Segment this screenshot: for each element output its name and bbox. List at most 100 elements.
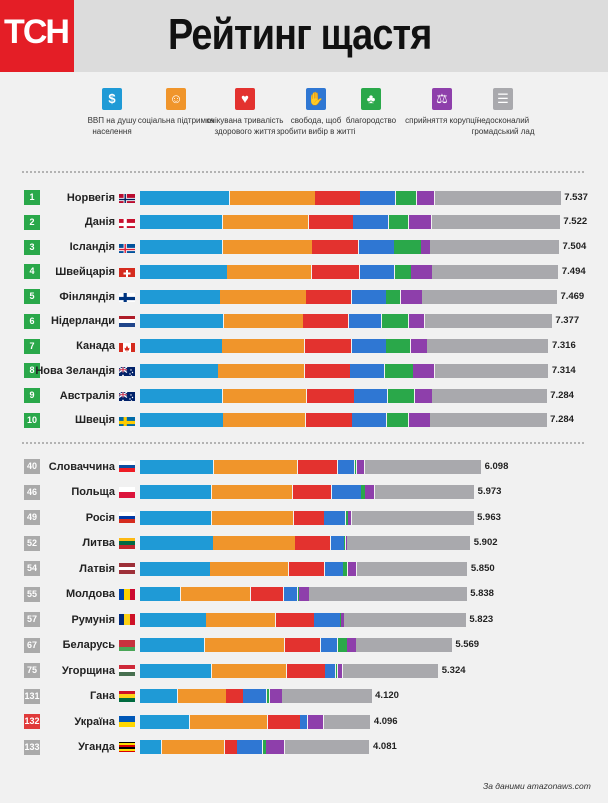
bar-segment-health-moldova	[250, 587, 284, 601]
score-label-iceland: 7.504	[562, 241, 587, 252]
flag-ukraine-icon	[119, 716, 135, 727]
score-label-poland: 5.973	[477, 486, 502, 497]
bar-segment-corruption-denmark	[408, 215, 432, 230]
bar-segment-gdp-finland	[140, 289, 220, 304]
bar-segment-generosity-australia	[388, 388, 415, 403]
score-label-canada: 7.316	[551, 340, 576, 351]
bar-segment-dystopia-slovakia	[364, 459, 481, 474]
bar-segment-generosity-finland	[386, 289, 400, 304]
bar-segment-gdp-poland	[140, 485, 212, 499]
country-name-romania: Румунія	[71, 613, 115, 626]
rank-badge-lithuania: 52	[24, 535, 40, 551]
bar-segment-generosity-ghana	[267, 689, 270, 703]
bar-segment-gdp-uganda	[140, 740, 162, 754]
bar-segment-generosity-lithuania	[344, 536, 346, 550]
flag-belarus-icon	[119, 639, 135, 651]
bar-segment-social-ukraine	[190, 714, 268, 729]
bar-segment-health-switzerland	[311, 264, 360, 279]
bar-segment-gdp-russia	[140, 510, 212, 525]
bar-segment-gdp-sweden	[140, 413, 223, 428]
country-name-ghana: Гана	[90, 690, 115, 702]
bar-segment-social-denmark	[222, 215, 309, 230]
bar-segment-freedom-hungary	[325, 663, 336, 678]
bar-segment-social-russia	[211, 510, 294, 525]
bar-segment-social-romania	[206, 612, 276, 627]
bar-segment-freedom-moldova	[284, 587, 298, 601]
bar-segment-gdp-newzealand	[140, 363, 218, 378]
bar-segment-corruption-romania	[341, 612, 344, 627]
rank-badge-russia: 49	[24, 510, 40, 525]
score-label-norway: 7.537	[564, 191, 588, 203]
legend-label: недосконалий громадський лад	[471, 116, 535, 136]
rank-badge-latvia: 54	[24, 561, 40, 576]
bar-segment-social-ghana	[177, 689, 226, 703]
legend-item-freedom: ✋ свобода, щоб зробити вибір в житті	[276, 88, 356, 137]
bar-segment-dystopia-netherlands	[424, 314, 552, 329]
bar-segment-health-finland	[306, 289, 352, 304]
rank-badge-slovakia: 40	[24, 459, 40, 474]
legend-item-gdp: $ ВВП на душу населення	[72, 88, 152, 137]
bar-segment-corruption-moldova	[299, 587, 309, 601]
rank-badge-newzealand: 8	[24, 363, 40, 379]
bar-segment-dystopia-australia	[432, 388, 547, 403]
flag-finland-icon	[119, 291, 135, 302]
bar-segment-generosity-slovakia	[354, 459, 357, 474]
bar-segment-social-australia	[222, 388, 307, 403]
bar-segment-dystopia-ukraine	[324, 714, 371, 729]
bar-segment-health-iceland	[312, 240, 359, 254]
rank-badge-norway: 1	[24, 190, 40, 205]
bar-segment-gdp-moldova	[140, 587, 181, 601]
bar-segment-freedom-iceland	[359, 240, 394, 254]
divider-middle	[22, 442, 584, 444]
country-name-canada: Канада	[76, 340, 115, 352]
flag-ghana-icon	[119, 690, 135, 702]
crowd-icon: ☰	[493, 88, 513, 110]
bar-segment-generosity-uganda	[262, 740, 266, 754]
bar-segment-corruption-poland	[365, 485, 375, 499]
flag-romania-icon	[119, 614, 135, 625]
score-label-netherlands: 7.377	[555, 315, 580, 327]
bar-segment-freedom-uganda	[237, 740, 263, 754]
score-label-switzerland: 7.494	[561, 265, 586, 277]
bar-segment-social-hungary	[211, 663, 287, 678]
bar-segment-social-newzealand	[218, 363, 305, 378]
bar-segment-corruption-newzealand	[413, 363, 435, 378]
flag-canada-icon	[119, 341, 135, 352]
rank-badge-belarus: 67	[24, 637, 40, 653]
bar-segment-social-iceland	[222, 240, 312, 254]
bar-segment-health-russia	[293, 510, 324, 525]
bar-segment-freedom-switzerland	[359, 264, 395, 279]
score-label-belarus: 5.569	[455, 639, 480, 650]
legend-label: благородство	[345, 116, 397, 125]
bar-segment-generosity-denmark	[388, 215, 409, 230]
bar-segment-social-finland	[220, 289, 306, 304]
bar-segment-freedom-netherlands	[348, 314, 382, 329]
bar-segment-freedom-lithuania	[330, 536, 344, 550]
score-label-ukraine: 4.096	[373, 715, 398, 727]
flag-latvia-icon	[119, 563, 135, 574]
score-label-moldova: 5.838	[470, 588, 494, 599]
bar-segment-health-lithuania	[295, 536, 331, 550]
hand-dove-icon: ✋	[306, 88, 326, 110]
bar-segment-freedom-australia	[354, 388, 388, 403]
bar-segment-gdp-lithuania	[140, 536, 213, 550]
bar-segment-gdp-belarus	[140, 638, 204, 652]
score-label-sweden: 7.284	[550, 414, 574, 426]
country-name-switzerland: Швейцарія	[55, 265, 115, 278]
bar-segment-corruption-russia	[348, 510, 352, 525]
bar-segment-dystopia-romania	[344, 612, 466, 627]
country-name-lithuania: Литва	[82, 537, 115, 549]
country-name-latvia: Латвія	[79, 562, 115, 575]
bar-segment-generosity-hungary	[335, 663, 338, 678]
bar-segment-gdp-netherlands	[140, 314, 224, 329]
score-label-slovakia: 6.098	[484, 460, 509, 472]
bar-segment-social-belarus	[204, 638, 285, 652]
bar-segment-corruption-latvia	[347, 561, 357, 576]
bar-segment-social-norway	[230, 190, 315, 205]
rank-badge-hungary: 75	[24, 663, 40, 678]
bar-segment-dystopia-norway	[434, 190, 561, 205]
bar-segment-generosity-iceland	[394, 240, 421, 254]
legend-item-corruption: ⚖ сприйняття корупції	[402, 88, 482, 126]
rank-badge-uganda: 133	[24, 739, 40, 755]
tsn-logo[interactable]: ТСН	[0, 0, 74, 72]
